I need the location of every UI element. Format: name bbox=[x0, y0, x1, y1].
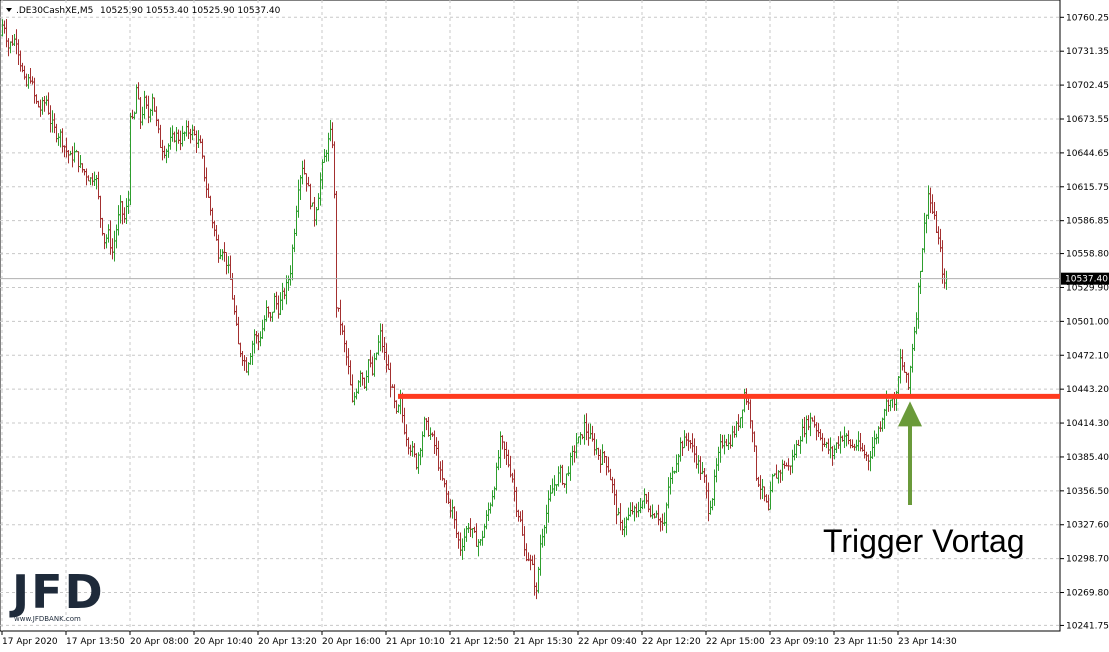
price-tick-label: 10731.35 bbox=[1066, 47, 1109, 57]
arrow-head bbox=[898, 401, 922, 427]
price-tick-label: 10702.45 bbox=[1066, 81, 1109, 91]
time-axis: 17 Apr 2020 17 Apr 13:50 20 Apr 08:00 20 Ap… bbox=[1, 631, 957, 647]
time-tick-label: 20 Apr 16:00 bbox=[322, 637, 381, 647]
current-price-box bbox=[1061, 272, 1109, 285]
time-tick-label: 22 Apr 15:00 bbox=[706, 637, 765, 647]
price-tick-label: 10501.00 bbox=[1066, 317, 1109, 327]
current-price-marker: 10537.40 bbox=[1061, 272, 1109, 285]
time-tick-label: 21 Apr 12:50 bbox=[450, 637, 509, 647]
time-tick-label: 20 Apr 10:40 bbox=[194, 637, 253, 647]
price-tick-label: 10327.60 bbox=[1066, 521, 1109, 531]
price-tick-label: 10615.75 bbox=[1066, 183, 1109, 193]
plot-area bbox=[0, 0, 1061, 632]
time-tick-label: 17 Apr 2020 bbox=[2, 637, 58, 647]
price-tick-label: 10298.70 bbox=[1066, 555, 1109, 565]
time-tick-label: 23 Apr 14:30 bbox=[898, 637, 957, 647]
symbol-label: .DE30CashXE,M5 bbox=[16, 6, 93, 16]
price-tick-label: 10472.10 bbox=[1066, 351, 1109, 361]
ohlc-values: 10525.90 10553.40 10525.90 10537.40 bbox=[100, 6, 281, 16]
chart-header: .DE30CashXE,M5 10525.90 10553.40 10525.9… bbox=[6, 6, 281, 16]
price-tick-label: 10644.65 bbox=[1066, 149, 1109, 159]
jfd-logo: JFD www.JFDBANK.com bbox=[9, 565, 105, 623]
time-tick-label: 20 Apr 13:20 bbox=[258, 637, 317, 647]
price-tick-label: 10673.55 bbox=[1066, 115, 1109, 125]
time-tick-label: 22 Apr 12:20 bbox=[642, 637, 701, 647]
grid bbox=[0, 0, 1060, 631]
trigger-arrow bbox=[898, 401, 922, 505]
price-tick-label: 10269.80 bbox=[1066, 589, 1109, 599]
time-tick-label: 20 Apr 08:00 bbox=[130, 637, 189, 647]
logo-url: www.JFDBANK.com bbox=[14, 615, 81, 623]
ohlc-bars bbox=[1, 19, 948, 600]
logo-wordmark: JFD bbox=[9, 565, 105, 619]
price-tick-label: 10760.25 bbox=[1066, 13, 1109, 23]
time-tick-label: 21 Apr 15:30 bbox=[514, 637, 573, 647]
price-tick-label: 10586.85 bbox=[1066, 217, 1109, 227]
price-tick-label: 10385.40 bbox=[1066, 453, 1109, 463]
current-price-label: 10537.40 bbox=[1065, 275, 1108, 285]
price-axis: 10760.25 10731.35 10702.45 10673.55 10644.65… bbox=[1060, 13, 1109, 631]
price-tick-label: 10443.20 bbox=[1066, 385, 1109, 395]
price-tick-label: 10529.90 bbox=[1066, 283, 1109, 293]
time-tick-label: 23 Apr 11:50 bbox=[834, 637, 893, 647]
trigger-annotation: Trigger Vortag bbox=[823, 523, 1025, 559]
time-tick-label: 17 Apr 13:50 bbox=[66, 637, 125, 647]
price-tick-label: 10356.50 bbox=[1066, 487, 1109, 497]
time-tick-label: 21 Apr 10:10 bbox=[386, 637, 445, 647]
price-tick-label: 10241.75 bbox=[1066, 621, 1109, 631]
price-tick-label: 10414.30 bbox=[1066, 419, 1109, 429]
price-tick-label: 10558.80 bbox=[1066, 250, 1109, 260]
time-tick-label: 23 Apr 09:10 bbox=[770, 637, 829, 647]
time-tick-label: 22 Apr 09:40 bbox=[578, 637, 637, 647]
symbol-menu-icon[interactable] bbox=[6, 8, 12, 12]
